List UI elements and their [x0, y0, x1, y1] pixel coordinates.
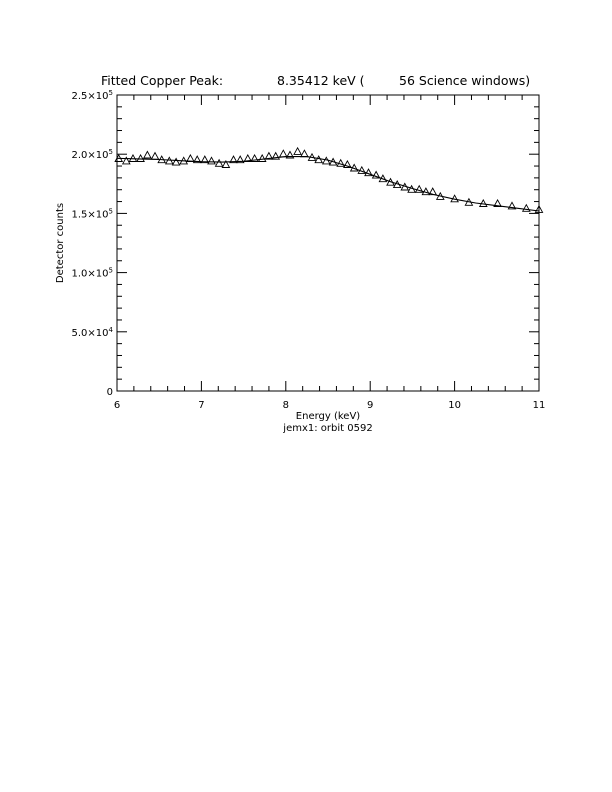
data-point	[257, 153, 267, 162]
title-value: 8.35412 keV (	[277, 73, 365, 88]
data-point	[386, 177, 395, 186]
x-tick-label: 8	[283, 400, 289, 411]
data-point	[179, 156, 189, 165]
y-tick-labels: 0 5.0×104 1.0×105 1.5×105 2.0×105 2.5×105	[72, 89, 114, 398]
data-point	[392, 180, 402, 189]
data-point	[407, 184, 416, 193]
data-point	[371, 170, 381, 179]
data-point	[435, 191, 445, 200]
data-point	[200, 155, 210, 164]
data-point	[328, 157, 338, 166]
y-tick-label: 1.0×105	[72, 267, 113, 280]
fit-curve-layer	[116, 156, 540, 212]
x-tick-label: 11	[533, 400, 546, 411]
data-point	[136, 153, 145, 162]
data-point	[293, 146, 302, 155]
data-point	[464, 197, 474, 206]
data-point	[243, 153, 253, 162]
fit-curve	[116, 156, 540, 212]
data-point	[121, 156, 131, 165]
data-point	[214, 158, 224, 167]
x-axis-title: Energy (keV)	[296, 411, 361, 422]
y-tick-label: 2.0×105	[72, 148, 113, 161]
x-tick-label: 6	[114, 400, 120, 411]
data-point	[357, 165, 367, 174]
data-point	[221, 159, 231, 168]
title-prefix: Fitted Copper Peak:	[101, 73, 223, 88]
data-point	[378, 174, 388, 183]
tick-marks	[116, 94, 540, 392]
data-point	[321, 156, 331, 165]
y-tick-label: 2.5×105	[72, 89, 113, 102]
chart-subtitle: jemx1: orbit 0592	[282, 423, 372, 434]
data-point	[207, 156, 216, 165]
x-tick-label: 7	[198, 400, 204, 411]
data-point	[192, 155, 202, 164]
data-point	[164, 156, 174, 165]
data-point	[157, 155, 167, 164]
data-point	[285, 150, 295, 159]
data-point	[493, 198, 502, 207]
data-point	[349, 163, 359, 172]
data-point	[128, 153, 138, 162]
title-suffix: 56 Science windows)	[399, 73, 530, 88]
y-tick-label: 5.0×104	[72, 326, 114, 339]
data-point	[150, 151, 160, 160]
data-point	[414, 184, 424, 193]
data-point	[235, 155, 245, 164]
data-point	[428, 187, 438, 196]
y-tick-label: 1.5×105	[72, 207, 113, 220]
data-point	[364, 168, 373, 177]
data-point	[507, 201, 517, 210]
data-point	[278, 149, 288, 158]
data-point	[314, 155, 324, 164]
data-point	[171, 157, 181, 166]
data-point	[307, 152, 317, 161]
data-point	[421, 187, 431, 196]
x-tick-labels: 6 7 8 9 10 11	[114, 400, 546, 411]
data-point	[264, 151, 274, 160]
data-point	[250, 153, 259, 162]
data-point	[229, 155, 238, 164]
data-point	[400, 182, 410, 191]
y-axis-title: Detector counts	[55, 203, 66, 283]
data-point	[450, 194, 459, 203]
data-points-layer	[114, 146, 544, 213]
data-point	[271, 151, 281, 160]
data-point	[300, 149, 309, 158]
x-tick-label: 9	[367, 400, 373, 411]
y-tick-label: 0	[107, 387, 113, 398]
data-point	[336, 158, 346, 167]
data-point	[186, 153, 195, 162]
data-point	[521, 203, 531, 212]
data-point	[478, 198, 488, 207]
data-point	[343, 159, 352, 168]
x-tick-label: 10	[448, 400, 461, 411]
data-point	[143, 150, 152, 159]
plot-frame	[116, 94, 540, 392]
